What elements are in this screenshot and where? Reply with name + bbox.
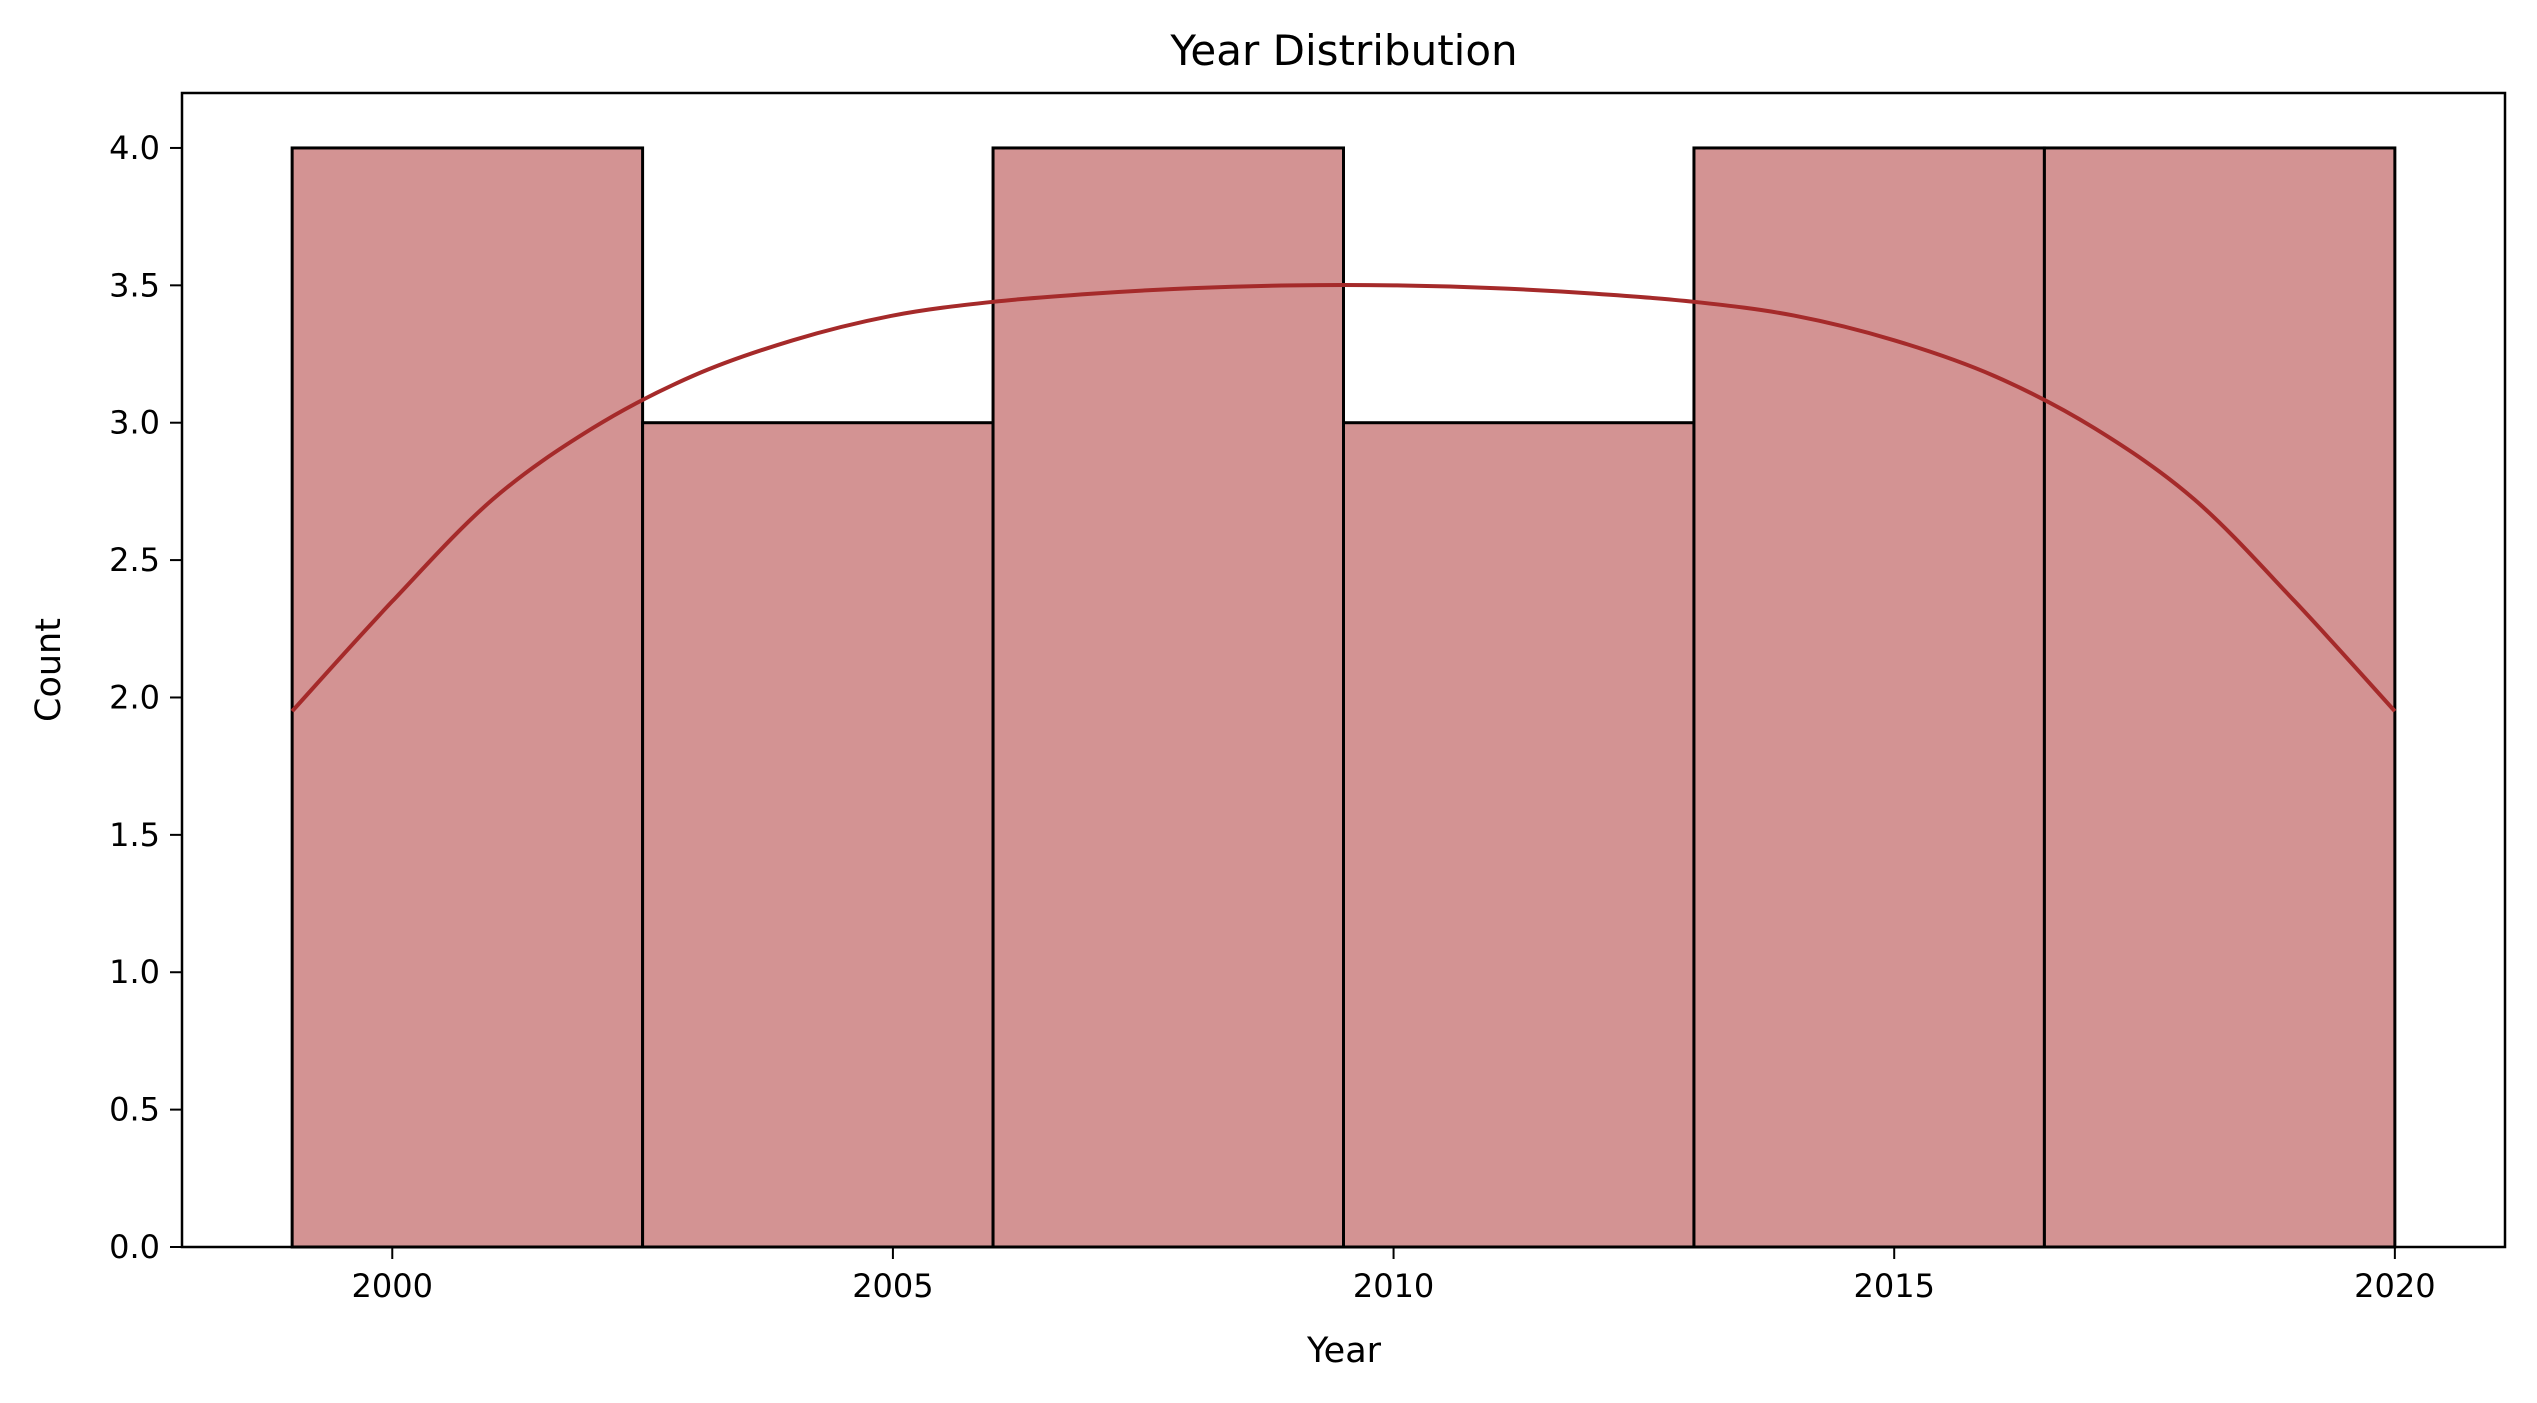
- x-axis-ticks: 2000 2005 2010 2015 2020: [352, 1247, 2436, 1305]
- y-tick-label-3.0: 3.0: [109, 404, 160, 442]
- x-tick-label-2020: 2020: [2354, 1267, 2435, 1305]
- x-axis-title: Year: [1306, 1331, 1382, 1371]
- y-tick-label-1.5: 1.5: [109, 816, 160, 854]
- y-tick-label-1.0: 1.0: [109, 953, 160, 991]
- histogram-bar-1: [290, 146, 645, 1249]
- chart-title: Year Distribution: [1169, 26, 1517, 75]
- histogram-bar-4: [1342, 421, 1696, 1249]
- y-tick-label-0.0: 0.0: [109, 1228, 160, 1266]
- plot-frame: [180, 91, 2507, 1249]
- histogram-bar-2: [641, 421, 995, 1249]
- y-tick-label-2.0: 2.0: [109, 678, 160, 716]
- x-tick-label-2005: 2005: [852, 1267, 933, 1305]
- y-tick-label-2.5: 2.5: [109, 541, 160, 579]
- x-tick-label-2010: 2010: [1353, 1267, 1434, 1305]
- x-tick-label-2015: 2015: [1853, 1267, 1934, 1305]
- kde-line: [290, 282, 2397, 713]
- histogram-bar-3: [991, 146, 1345, 1249]
- y-tick-label-4.0: 4.0: [109, 129, 160, 167]
- y-tick-label-0.5: 0.5: [109, 1091, 160, 1129]
- x-tick-label-2000: 2000: [352, 1267, 433, 1305]
- y-axis-ticks: 0.0 0.5 1.0 1.5 2.0 2.5 3.0 3.5 4.0: [109, 129, 182, 1266]
- y-axis-title: Count: [29, 618, 69, 722]
- bars-group: [290, 146, 2397, 1249]
- histogram-bar-6: [2042, 146, 2397, 1249]
- histogram-bar-5: [1692, 146, 2046, 1249]
- y-tick-label-3.5: 3.5: [109, 266, 160, 304]
